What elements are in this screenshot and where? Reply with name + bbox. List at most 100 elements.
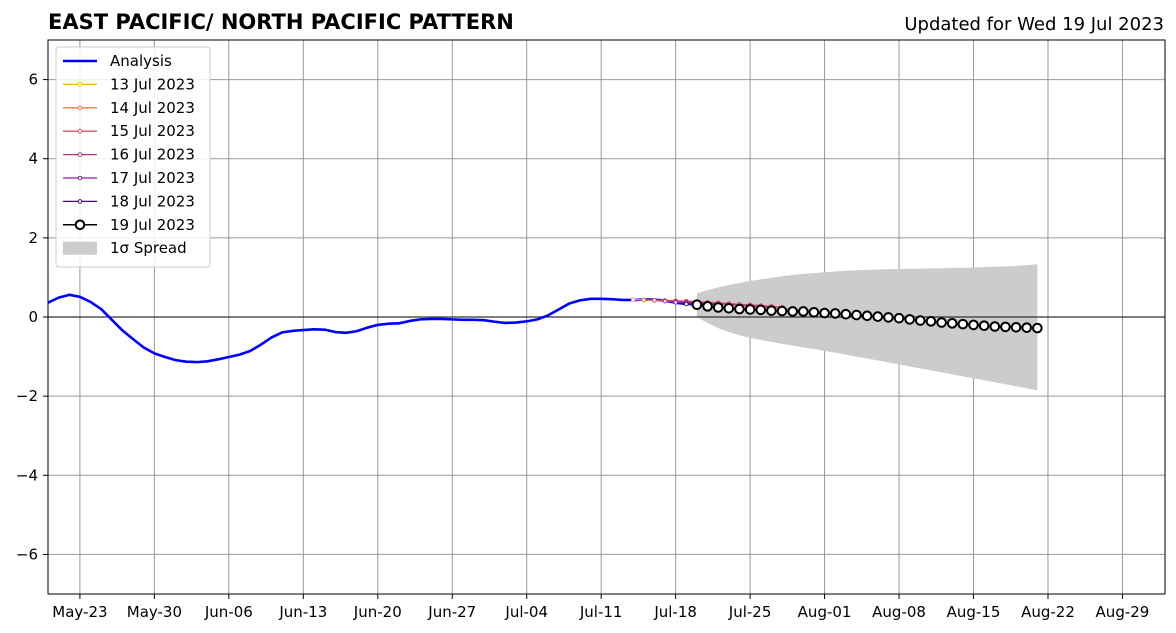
legend-label: Analysis [110,52,172,70]
current-forecast-point [808,306,820,318]
current-forecast-point [1000,321,1011,333]
forecast-point [662,298,668,304]
forecast-point [630,297,636,302]
current-forecast-point [925,316,937,327]
x-tick-label: Jun-06 [204,603,253,621]
y-tick-label: 4 [28,150,38,168]
current-forecast-point [691,299,703,311]
y-tick-label: −4 [16,466,38,484]
legend-item: Analysis [63,52,172,70]
current-forecast-point [829,308,841,319]
current-forecast-point [893,312,905,324]
current-forecast-point [904,314,915,325]
analysis-line [48,293,697,364]
legend-item: 13 Jul 2023 [63,75,195,93]
chart-subtitle: Updated for Wed 19 Jul 2023 [904,14,1164,35]
x-tick-label: May-23 [52,603,107,621]
current-forecast-point [968,319,979,331]
x-tick-label: Jul-18 [653,603,697,621]
x-tick-label: Jul-25 [728,603,772,621]
legend-label: 18 Jul 2023 [110,192,195,210]
plot-area [48,264,1165,391]
x-tick-label: Jun-27 [427,603,476,621]
x-tick-label: Aug-29 [1096,603,1150,621]
y-tick-label: 6 [28,71,38,89]
y-tick-label: 2 [28,229,38,247]
legend-swatch-patch [63,241,97,255]
legend-item: 15 Jul 2023 [63,122,195,140]
current-forecast-point [1021,322,1033,333]
current-forecast-point [946,318,958,329]
legend-label: 15 Jul 2023 [110,122,195,140]
spread-layer [696,264,1038,391]
x-tick-label: Aug-22 [1021,603,1075,621]
current-forecast-point [872,311,884,322]
legend-swatch-marker [77,105,83,111]
current-forecast-point [723,302,735,314]
current-forecast-point [861,310,873,322]
legend-swatch-marker [77,82,83,87]
current-forecast-point [1032,322,1043,334]
forecast-point [683,301,689,307]
spread-band [696,264,1038,391]
legend-item: 16 Jul 2023 [63,146,195,164]
current-forecast-layer [691,299,1043,334]
current-forecast-point [840,308,852,320]
y-tick-label: 0 [28,308,38,326]
legend: Analysis 13 Jul 2023 14 Jul 2023 15 Jul 202… [55,46,211,268]
current-forecast-point [819,307,830,319]
chart-title: EAST PACIFIC/ NORTH PACIFIC PATTERN [48,10,514,34]
current-forecast-point [915,315,926,326]
legend-item: 14 Jul 2023 [63,99,195,117]
forecast-point [652,298,657,303]
forecast-point [641,297,647,303]
x-tick-label: Aug-08 [872,603,926,621]
current-forecast-point [989,321,1001,332]
x-tick-label: Jul-04 [504,603,548,621]
current-forecast-point [702,301,713,312]
current-forecast-point [766,305,777,316]
x-tick-label: May-30 [127,603,182,621]
legend-label: 16 Jul 2023 [110,146,195,164]
y-axis: 6 4 2 0 −2 −4 −6 [16,71,48,563]
x-tick-label: Jun-20 [353,603,402,621]
legend-label: 14 Jul 2023 [110,99,195,117]
legend-swatch-marker [77,152,83,157]
current-forecast-point [744,304,756,315]
legend-item: 18 Jul 2023 [63,192,195,210]
legend-item: 19 Jul 2023 [63,216,195,234]
x-axis: May-23 May-30 Jun-06 Jun-13 Jun-20 Jun-27 Jul-… [52,594,1149,621]
current-forecast-point [957,318,969,330]
legend-label: 13 Jul 2023 [110,75,195,93]
current-forecast-point [755,304,767,316]
current-forecast-point [978,320,990,332]
legend-label: 17 Jul 2023 [110,169,195,187]
current-forecast-point [883,312,894,323]
forecast-point [673,300,678,305]
legend-swatch-marker [77,128,83,134]
current-forecast-point [776,305,788,317]
current-forecast-point [936,317,947,328]
current-forecast-point [787,306,798,317]
current-forecast-point [851,309,862,321]
legend-swatch-marker [77,199,83,204]
y-tick-label: −6 [16,545,38,563]
x-tick-label: Jun-13 [278,603,327,621]
x-tick-label: Aug-01 [798,603,852,621]
analysis-layer [48,293,697,364]
x-tick-label: Aug-15 [947,603,1001,621]
x-tick-label: Jul-11 [579,603,623,621]
current-forecast-point [712,302,724,313]
legend-swatch-marker [74,219,86,231]
legend-item: 17 Jul 2023 [63,169,195,187]
legend-box [55,46,211,268]
current-forecast-point [798,306,809,317]
legend-label: 1σ Spread [110,239,187,257]
legend-label: 19 Jul 2023 [110,216,195,234]
current-forecast-point [1010,321,1022,333]
current-forecast-point [734,303,745,315]
legend-swatch-marker [77,175,83,181]
y-tick-label: −2 [16,387,38,405]
legend-item: 1σ Spread [63,239,187,257]
